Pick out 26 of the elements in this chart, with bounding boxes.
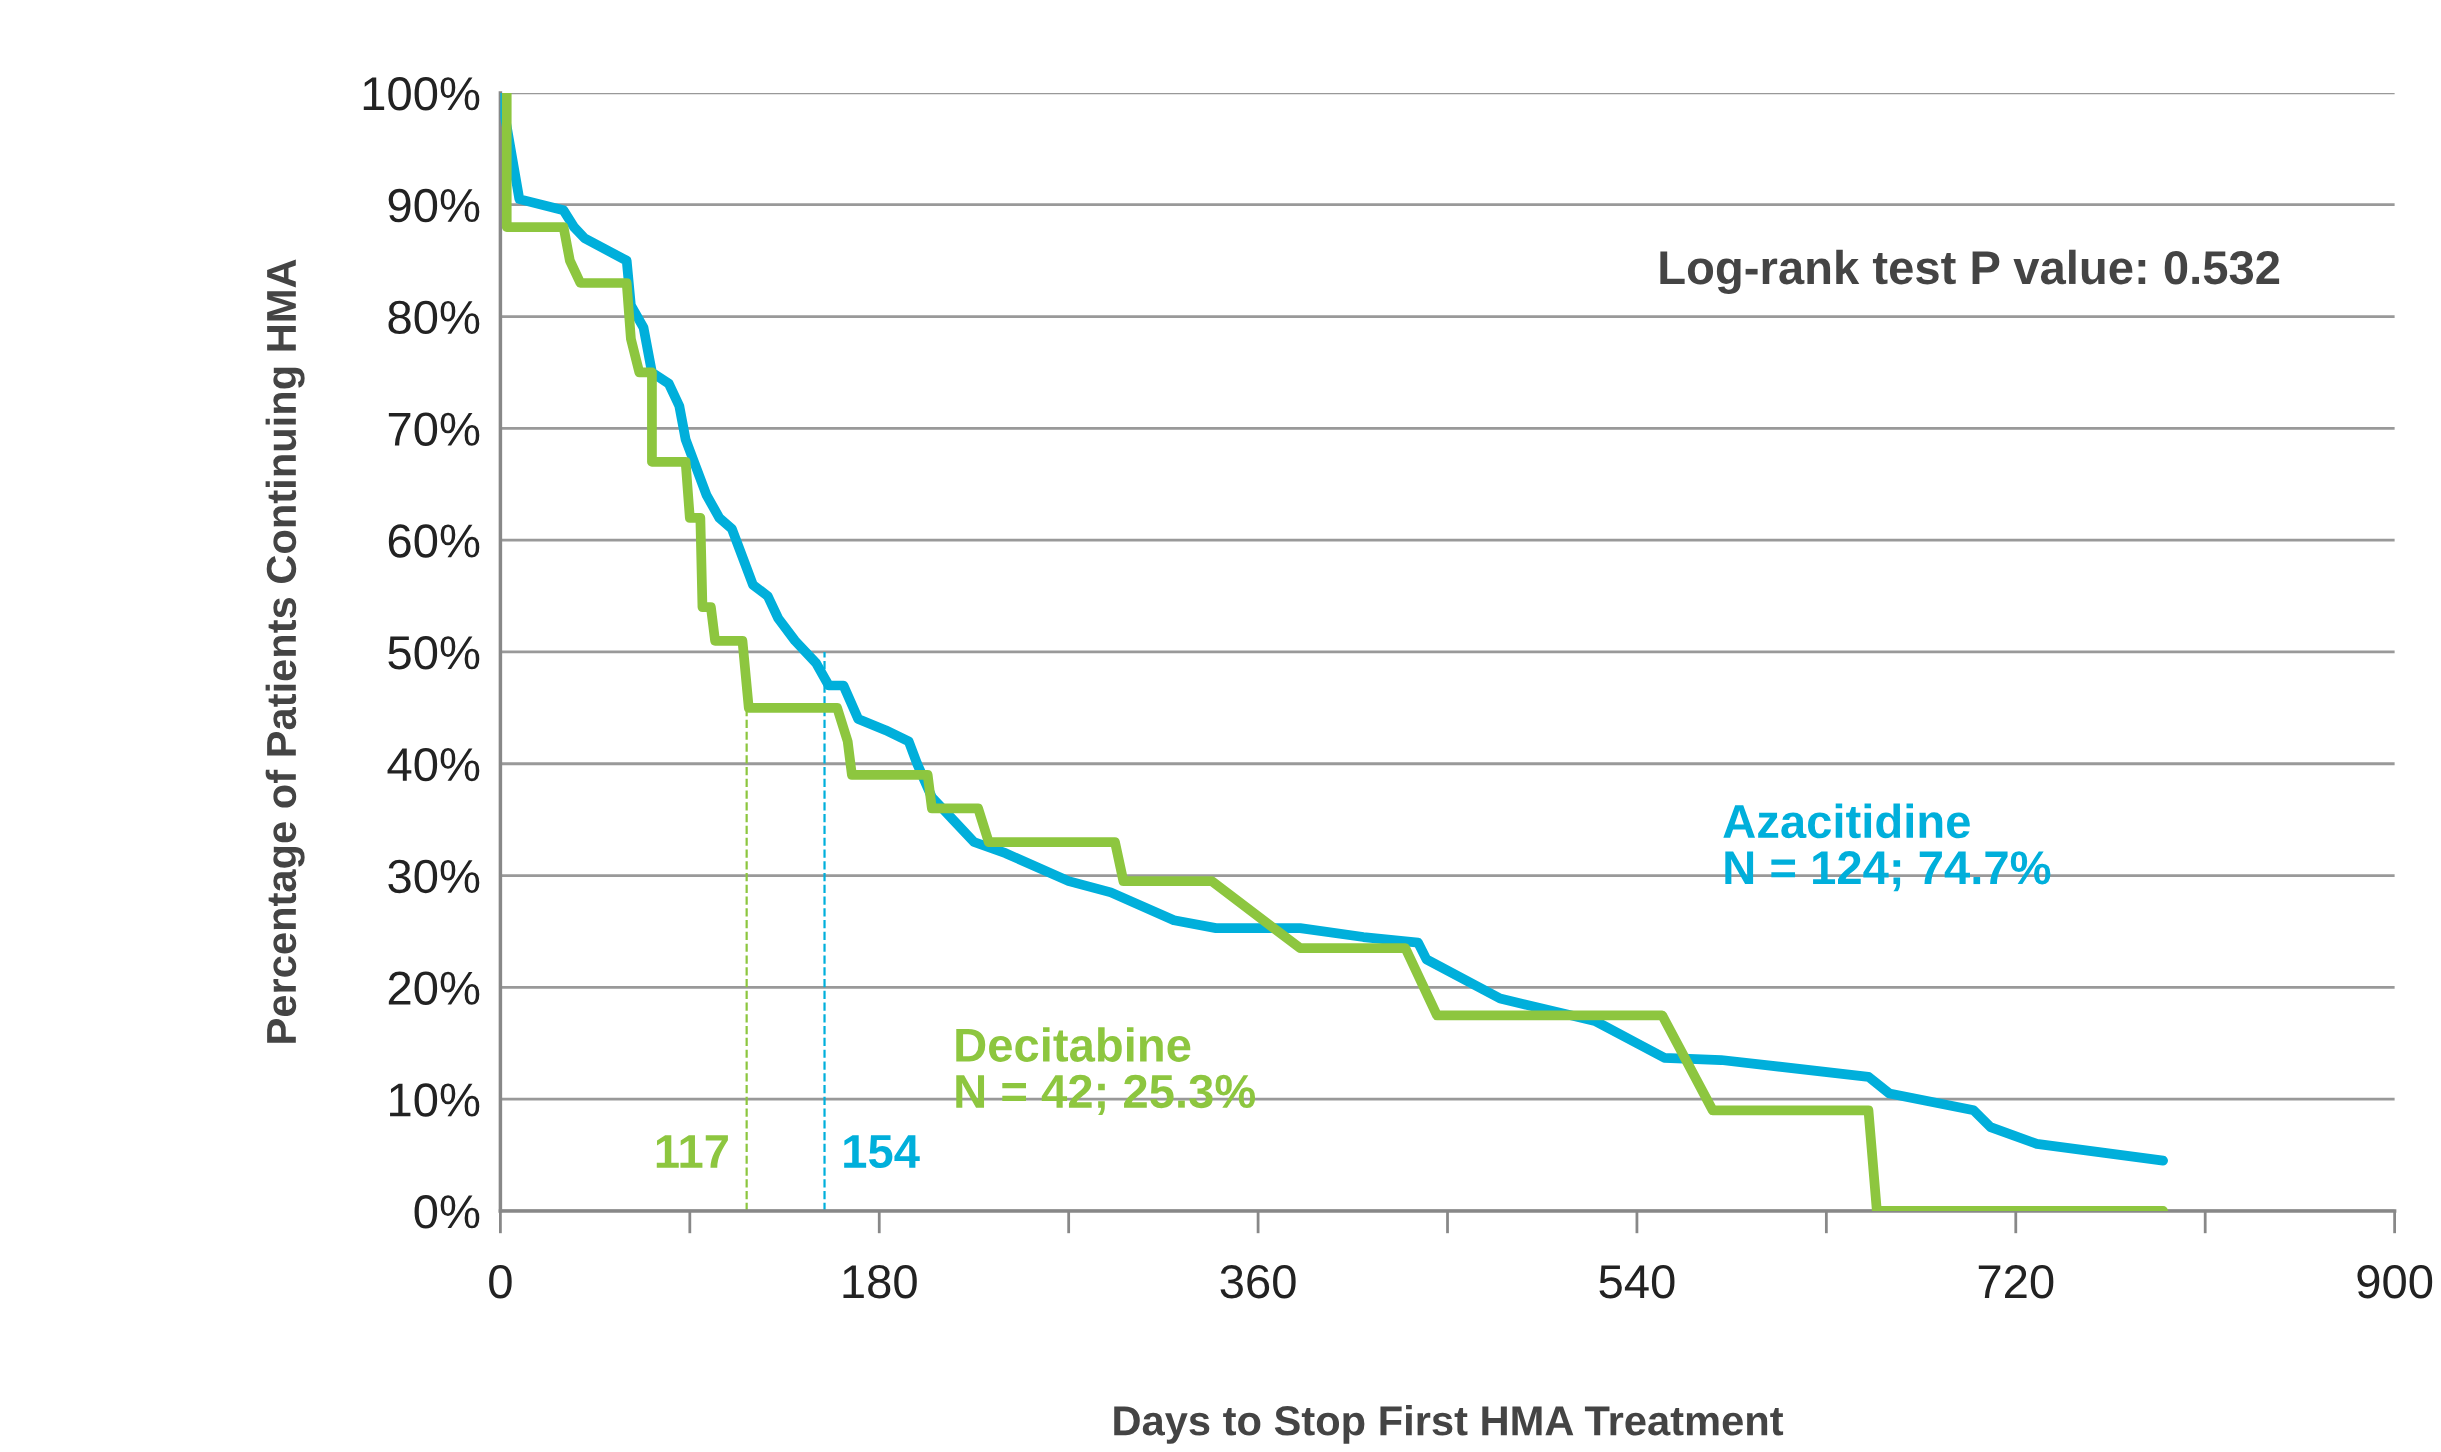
y-tick-label: 60% (388, 524, 480, 558)
x-tick-label: 900 (2357, 1264, 2433, 1299)
x-tick-label: 180 (843, 1264, 917, 1299)
x-tick-label: 720 (1978, 1264, 2054, 1299)
y-tick-label: 40% (387, 747, 480, 782)
annotation: 154 (844, 1135, 920, 1169)
annotation: N = 124; 74.7% (1725, 851, 2051, 892)
y-tick-label: 100% (363, 77, 480, 111)
text: Decitabine (956, 1027, 1191, 1062)
x-tick-label: 360 (1220, 1264, 1296, 1299)
y-tick-label: 70% (388, 412, 480, 446)
annotation: 117 (656, 1135, 728, 1168)
text: Azacitidine (1723, 803, 1970, 839)
y-tick-label: 90% (388, 188, 480, 223)
annotation: N = 42; 25.3% (956, 1074, 1256, 1115)
y-tick-label: 30% (388, 859, 480, 894)
x-axis-title: Days to Stop First HMA Treatment (1114, 1404, 1784, 1444)
y-tick-label: 10% (390, 1083, 480, 1117)
y-tick-label: 0% (414, 1195, 480, 1229)
x-tick-label: 0 (489, 1264, 512, 1299)
y-axis-title: Percentage of Patients Continuing HMA (265, 259, 305, 1043)
y-tick-label: 20% (388, 971, 480, 1005)
y-tick-label: 50% (388, 636, 480, 670)
annotation: Log-rank test P value: 0.532 (1660, 249, 2280, 294)
x-tick-label: 540 (1599, 1264, 1675, 1299)
y-tick-label: 80% (388, 300, 480, 335)
